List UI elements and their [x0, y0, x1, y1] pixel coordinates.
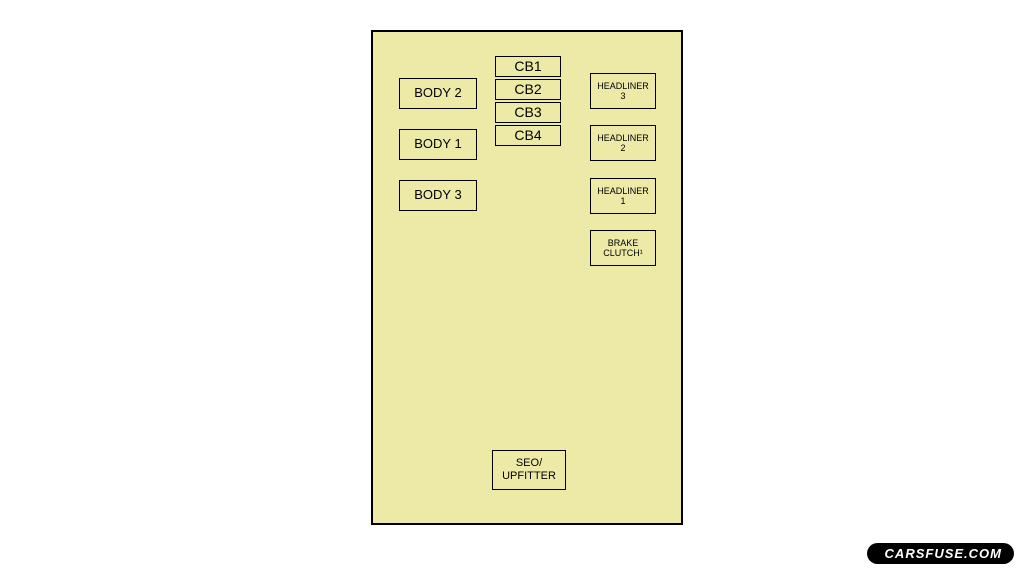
- fuse-headliner2: HEADLINER 2: [590, 125, 656, 161]
- fuse-headliner1-label: HEADLINER 1: [597, 186, 649, 207]
- fuse-body1-label: BODY 1: [414, 137, 461, 152]
- fuse-cb3: CB3: [495, 102, 561, 123]
- fuse-brake-clutch-label: BRAKE CLUTCH¹: [603, 238, 643, 259]
- fuse-cb3-label: CB3: [514, 104, 541, 120]
- fuse-headliner2-label: HEADLINER 2: [597, 133, 649, 154]
- fuse-cb1: CB1: [495, 56, 561, 77]
- fuse-brake-clutch: BRAKE CLUTCH¹: [590, 230, 656, 266]
- watermark: CARSFUSE.COM: [867, 543, 1014, 564]
- fuse-cb4-label: CB4: [514, 127, 541, 143]
- fuse-body2: BODY 2: [399, 78, 477, 109]
- fuse-cb4: CB4: [495, 125, 561, 146]
- fuse-body2-label: BODY 2: [414, 86, 461, 101]
- fuse-seo-upfitter-label: SEO/ UPFITTER: [502, 457, 556, 482]
- fuse-body3-label: BODY 3: [414, 188, 461, 203]
- fuse-headliner3-label: HEADLINER 3: [597, 81, 649, 102]
- fuse-headliner1: HEADLINER 1: [590, 178, 656, 214]
- fuse-cb2: CB2: [495, 79, 561, 100]
- fuse-body3: BODY 3: [399, 180, 477, 211]
- fuse-cb2-label: CB2: [514, 81, 541, 97]
- fuse-cb1-label: CB1: [514, 58, 541, 74]
- watermark-text: CARSFUSE.COM: [885, 546, 1002, 561]
- fuse-seo-upfitter: SEO/ UPFITTER: [492, 450, 566, 490]
- fuse-headliner3: HEADLINER 3: [590, 73, 656, 109]
- fuse-body1: BODY 1: [399, 129, 477, 160]
